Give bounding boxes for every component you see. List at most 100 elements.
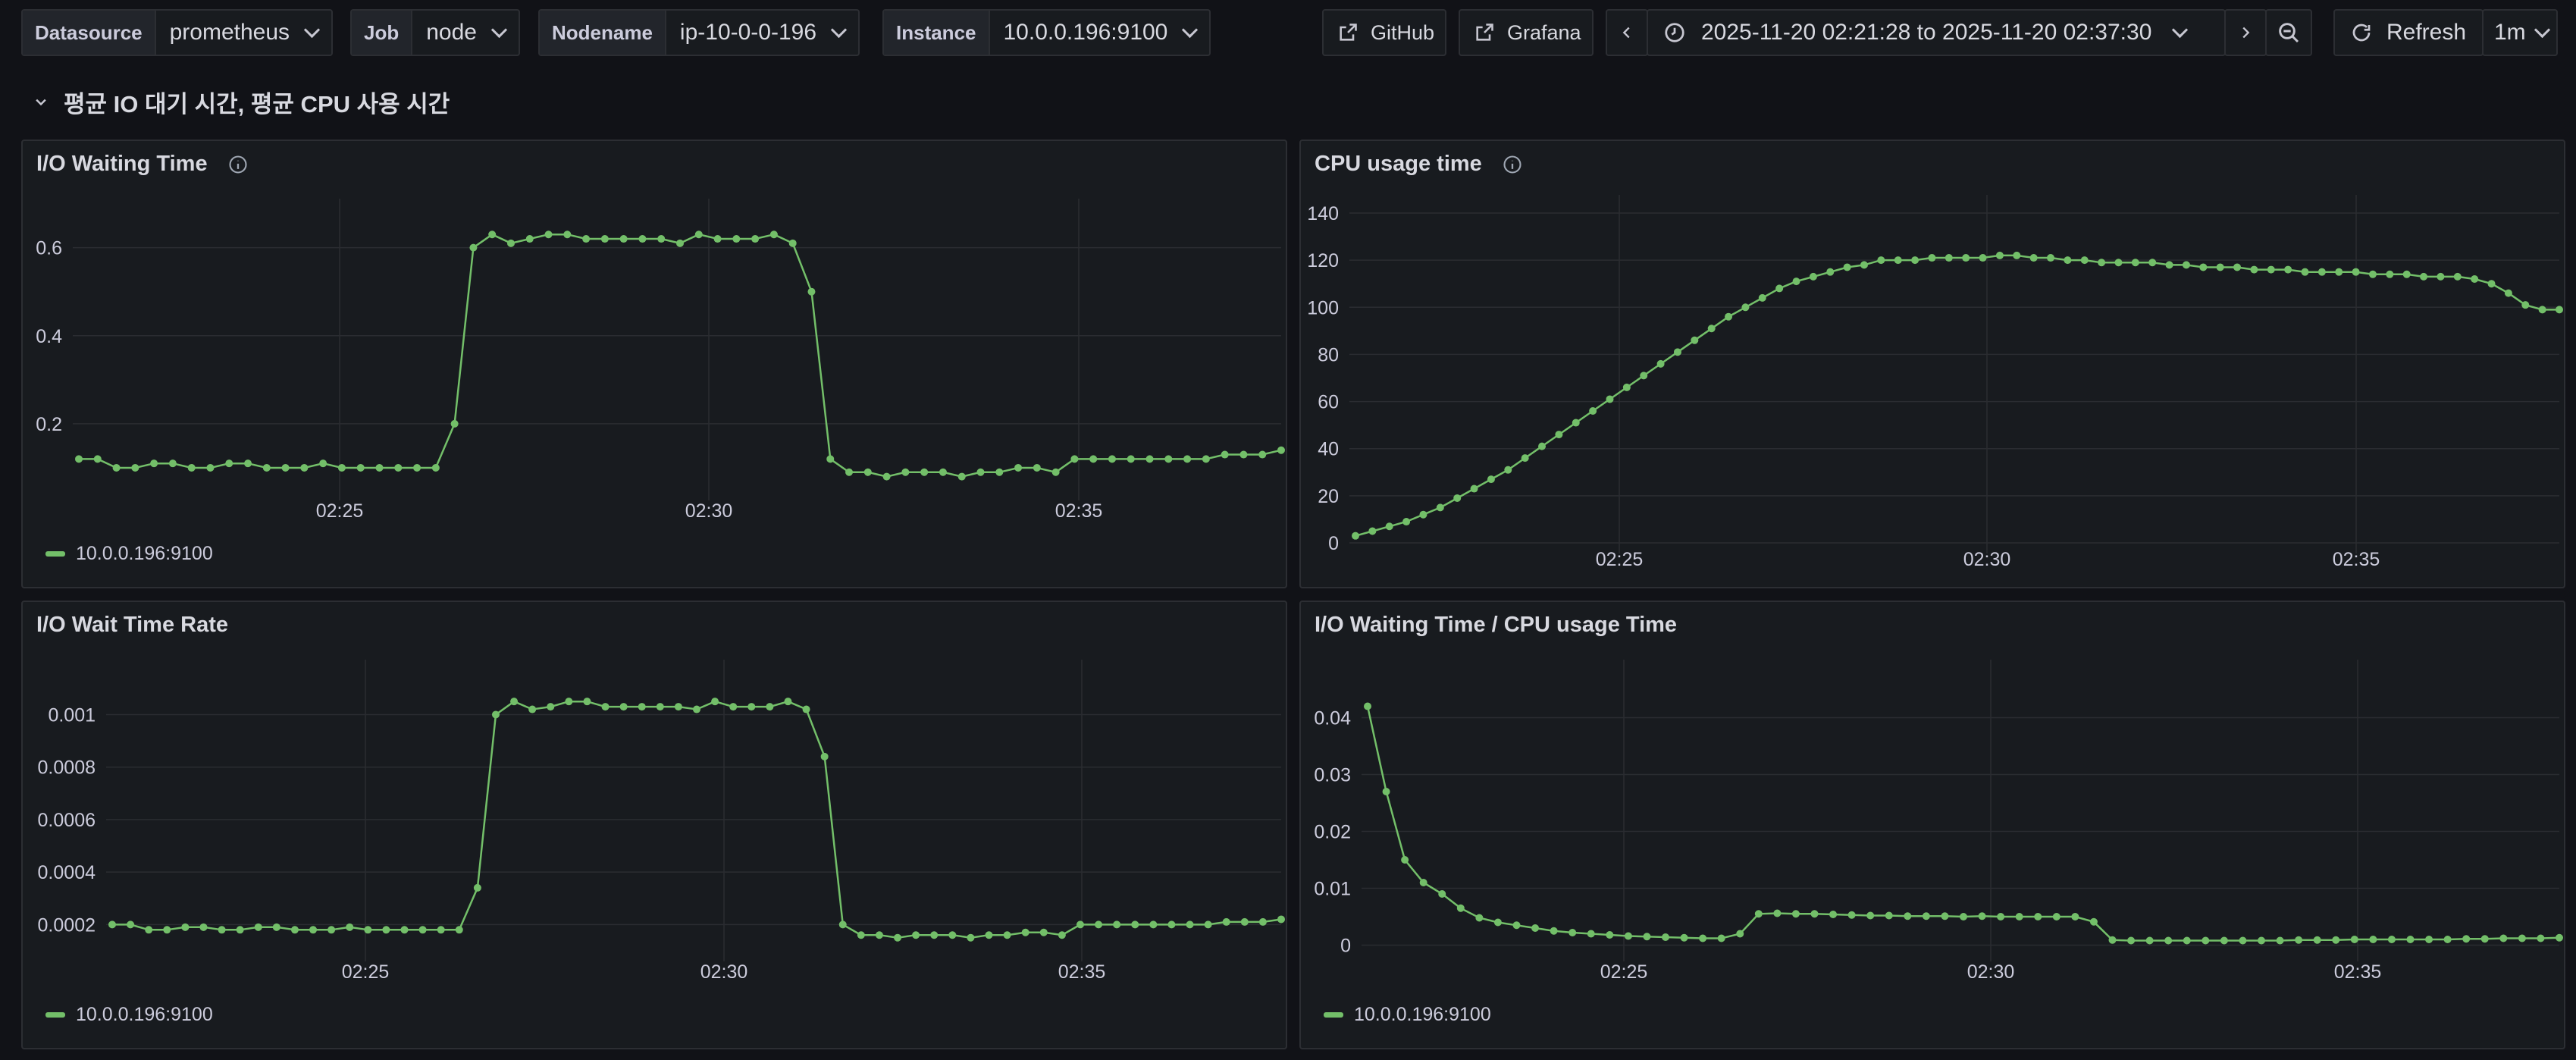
variable-nodename[interactable]: Nodename ip-10-0-0-196 [538,9,860,56]
data-point [1113,920,1121,929]
legend-item[interactable]: 10.0.0.196:9100 [45,1004,213,1026]
zoom-out-button[interactable] [2265,9,2312,56]
variable-instance[interactable]: Instance 10.0.0.196:9100 [882,9,1211,56]
data-point [262,463,271,472]
data-point [1550,927,1558,935]
variable-select[interactable]: node [412,11,519,55]
time-shift-back-button[interactable] [1606,9,1648,56]
data-point [272,923,280,931]
data-point [236,926,244,934]
x-tick-label: 02:35 [1055,500,1103,522]
data-point [1877,256,1885,265]
y-tick-label: 0.001 [48,704,96,726]
data-point [1277,446,1285,454]
data-point [751,235,760,243]
data-point [920,468,929,476]
data-point [281,463,290,472]
data-point [2406,936,2415,943]
panel-title-text: I/O Wait Time Rate [36,613,228,637]
data-point [1640,372,1648,380]
variable-label: Job [352,11,413,55]
data-point [1829,911,1838,918]
time-range-picker[interactable]: 2025-11-20 02:21:28 to 2025-11-20 02:37:… [1647,9,2226,56]
data-point [563,231,572,239]
data-point [601,703,610,711]
info-icon[interactable] [227,154,249,175]
time-range-value: 2025-11-20 02:21:28 to 2025-11-20 02:37:… [1701,20,2152,45]
grafana-link-button[interactable]: Grafana [1459,9,1594,56]
data-point [638,703,646,711]
y-tick-label: 20 [1318,486,1339,507]
x-tick-label: 02:30 [685,500,733,522]
data-point [1911,256,1919,265]
data-point [2480,935,2489,943]
data-point [2098,259,2106,267]
data-point [364,926,372,934]
github-link-button[interactable]: GitHub [1322,9,1446,56]
data-point [1149,920,1158,929]
panel-title-text: CPU usage time [1315,152,1482,176]
data-point [127,920,135,929]
y-tick-label: 40 [1318,439,1339,460]
data-point [2108,936,2117,944]
data-point [657,235,666,243]
legend-item[interactable]: 10.0.0.196:9100 [1324,1004,1491,1026]
refresh-interval-picker[interactable]: 1m [2482,9,2558,56]
data-point [729,703,738,711]
variable-select[interactable]: ip-10-0-0-196 [666,11,858,55]
x-tick-label: 02:35 [2334,961,2382,983]
variable-job[interactable]: Job node [350,9,520,56]
row-title: 평균 IO 대기 시간, 평균 CPU 사용 시간 [64,91,450,118]
legend-label: 10.0.0.196:9100 [1354,1004,1491,1025]
data-point [163,926,171,934]
data-point [2368,270,2377,278]
data-point [2034,913,2042,920]
data-point [2131,259,2139,267]
data-point [1095,920,1103,929]
data-point [583,698,591,706]
data-point [150,459,158,468]
variable-datasource[interactable]: Datasource prometheus [21,9,334,56]
variable-select[interactable]: prometheus [156,11,331,55]
data-point [394,463,403,472]
row-header[interactable]: 평균 IO 대기 시간, 평균 CPU 사용 시간 [33,85,450,119]
data-point [108,920,116,929]
data-point [676,239,684,247]
data-point [2369,936,2377,943]
legend-item[interactable]: 10.0.0.196:9100 [45,543,213,565]
data-point [1680,933,1688,942]
chevron-left-icon [1622,27,1630,39]
data-point [784,698,792,706]
data-point [1866,911,1875,920]
data-point [2386,270,2394,278]
data-point [112,463,121,472]
data-point [254,923,262,931]
data-point [1656,359,1665,368]
info-icon[interactable] [1502,154,1523,175]
series-line [79,233,1282,478]
data-point [2216,263,2224,271]
data-point [995,468,1004,476]
data-point [2499,934,2508,942]
data-point [346,923,354,931]
data-point [2052,913,2060,920]
data-point [2199,263,2208,271]
data-point [1707,325,1716,333]
legend-swatch [1324,1012,1343,1018]
data-point [1164,455,1173,463]
refresh-interval-value: 1m [2494,20,2526,45]
data-point [1453,494,1462,502]
data-point [337,463,346,472]
data-point [547,703,555,711]
panel-io-waiting-time: 0.2 0.4 0.6 02:25 02:30 02:35 I/O Waiting Tim… [21,140,1287,588]
data-point [1531,924,1540,932]
data-point [826,455,835,463]
data-point [187,463,196,472]
data-point [948,931,957,939]
time-shift-forward-button[interactable] [2224,9,2267,56]
refresh-button[interactable]: Refresh [2333,9,2484,56]
variable-select[interactable]: 10.0.0.196:9100 [990,11,1210,55]
data-point [1979,254,1987,262]
data-point [857,931,865,939]
x-tick-label: 02:25 [1596,549,1644,570]
